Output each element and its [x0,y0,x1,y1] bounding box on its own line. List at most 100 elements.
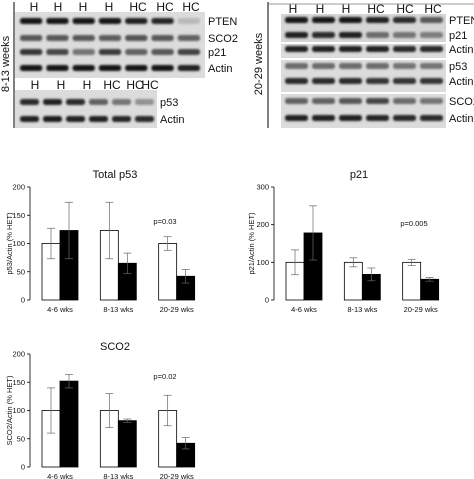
blot-row-label: p53 [449,61,467,73]
y-tick-label: 100 [12,239,25,248]
blot-row-label: Actin [160,114,184,126]
blot-band [98,49,122,55]
blot-band [98,65,122,71]
blot-band [312,63,335,69]
x-tick-label: 4-6 wks [291,305,317,314]
x-tick-label: 8-13 wks [103,472,133,479]
blot-band [339,46,362,52]
bar [402,261,422,301]
p-value-annotation: p=0.005 [400,219,427,228]
blot-band [366,78,389,84]
y-tick-label: 100 [256,258,269,267]
blot-band [20,99,39,105]
blot-band [339,98,362,104]
blot-band [177,18,200,24]
blot-row-label: PTEN [208,16,237,28]
y-tick-label: 150 [12,378,25,387]
lane-label: HC [126,78,144,92]
blot-band [312,115,335,121]
blot-band [420,17,443,23]
y-tick-label: 200 [12,183,25,192]
y-tick-label: 300 [256,183,269,192]
blot-band [177,35,200,41]
blot-row-label: Actin [449,76,473,88]
blot-band [393,115,416,121]
bar [59,380,79,468]
x-tick-label: 8-13 wks [103,305,133,314]
lane-label: HC [129,0,147,14]
blot-row-label: PTEN [449,15,474,27]
blot-row-label: p53 [160,97,178,109]
y-axis-label: p53/Actin (% HET) [5,212,14,275]
blot-band [366,63,389,69]
bar [343,261,363,301]
blot-band [285,98,308,104]
lane-label: HC [182,0,200,14]
blot-band [43,116,62,122]
blot-band [46,35,69,41]
blot-row-label: SCO2 [208,33,238,45]
lane-label: H [57,78,66,92]
x-tick-label: 4-6 wks [47,305,73,314]
blot-band [20,116,39,122]
blot-band [285,32,308,38]
blot-band [393,46,416,52]
blot-band [312,32,335,38]
period-label-left: 8-13 weeks [0,35,12,92]
blot-panel-right: 20-29 weeks H H H HC HC HC PTEN p21 Actin p53 Act… [253,2,474,128]
blot-band [20,35,43,41]
period-label-right: 20-29 weeks [253,32,265,95]
blot-band [66,99,85,105]
blot-band [177,49,200,55]
blot-row-labels-right: PTEN p21 Actin p53 Actin SCO2 Actin [449,15,474,125]
blot-band [20,65,43,71]
lane-label: HC [396,2,414,16]
chart-title: p21 [350,169,368,181]
blot-band [285,17,308,23]
chart-p21: p21 p21/Actin (% HET) 0 100 200 300 4-6 wks 8-1… [247,169,440,314]
blot-band [112,116,131,122]
blot-band [312,17,335,23]
blot-band [20,18,43,24]
blot-band [135,116,154,122]
chart-title: Total p53 [93,169,138,181]
blot-bands-right [285,17,443,121]
blot-band [89,99,108,105]
blot-membrane-left-bottom [15,90,157,128]
blot-band [366,17,389,23]
bar [117,420,137,468]
blot-band [72,65,95,71]
blot-band [285,46,308,52]
blot-band [312,98,335,104]
blot-band [420,63,443,69]
blot-band [125,35,148,41]
blot-band [393,78,416,84]
lane-label: HC [367,2,385,16]
blot-band [339,78,362,84]
blot-band [420,46,443,52]
blot-band [366,32,389,38]
blot-band [112,99,131,105]
bar [158,243,178,301]
blot-band [46,65,69,71]
blot-band [312,46,335,52]
blot-band [285,63,308,69]
y-axis-label: p21/Actin (% HET) [247,212,256,275]
x-tick-label: 20-29 wks [160,472,194,479]
y-tick-label: 150 [12,211,25,220]
lane-label: H [54,0,63,14]
y-tick-label: 0 [21,296,25,305]
blot-band [151,35,174,41]
blot-membrane-right-4 [281,94,446,128]
x-tick-label: 20-29 wks [160,305,194,314]
blot-band [177,65,200,71]
y-tick-label: 200 [12,350,25,359]
blot-band [72,18,95,24]
x-tick-label: 4-6 wks [47,472,73,479]
lane-label: H [30,0,39,14]
blot-row-labels-left-top: PTEN SCO2 p21 Actin [208,16,238,75]
x-tick-label: 8-13 wks [347,305,377,314]
